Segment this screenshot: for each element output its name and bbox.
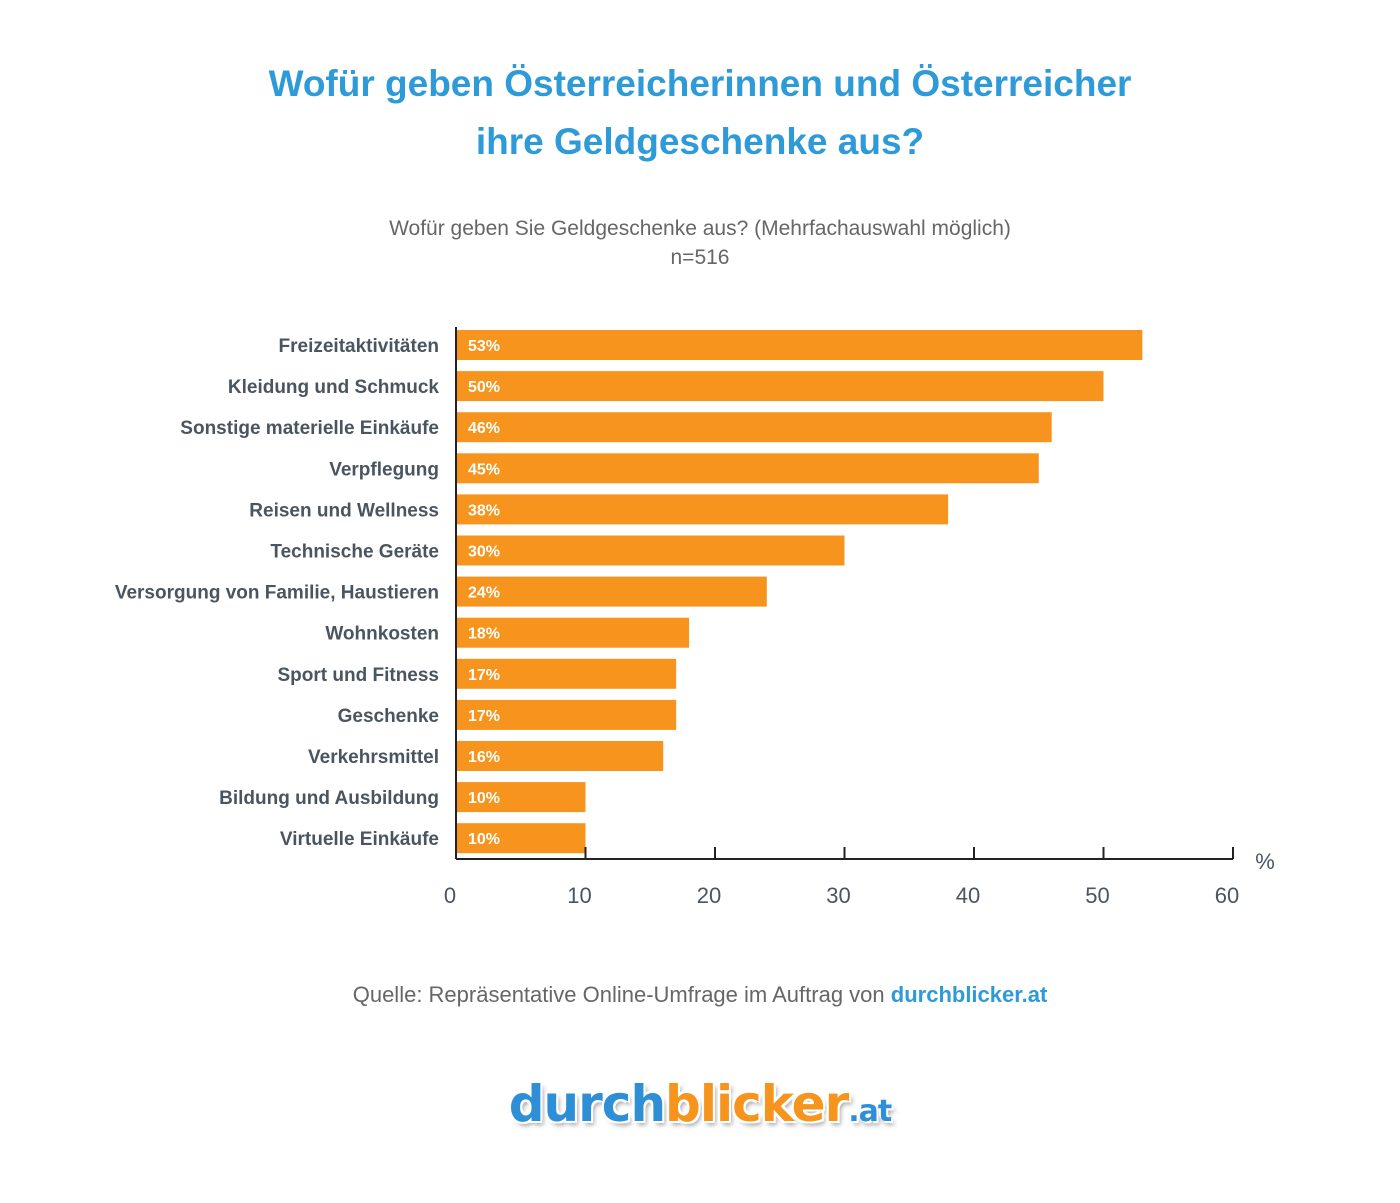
category-label: Freizeitaktivitäten bbox=[279, 336, 440, 357]
title-line-1: Wofür geben Österreicherinnen und Österr… bbox=[268, 63, 1132, 104]
bar bbox=[456, 617, 690, 648]
category-label: Reisen und Wellness bbox=[249, 500, 439, 521]
category-label: Sonstige materielle Einkäufe bbox=[180, 418, 439, 439]
x-tick-label: 30 bbox=[826, 883, 850, 908]
x-unit-label: % bbox=[1255, 849, 1275, 874]
bar-value-label: 45% bbox=[468, 461, 500, 478]
page-title: Wofür geben Österreicherinnen und Österr… bbox=[0, 55, 1400, 171]
logo-part-at: .at bbox=[848, 1094, 892, 1129]
x-tick-label: 0 bbox=[444, 883, 456, 908]
x-tick-label: 60 bbox=[1215, 883, 1239, 908]
bar-value-label: 46% bbox=[468, 420, 500, 437]
source-prefix: Quelle: Repräsentative Online-Umfrage im… bbox=[352, 982, 891, 1007]
category-label: Versorgung von Familie, Haustieren bbox=[115, 583, 439, 604]
category-label: Sport und Fitness bbox=[278, 665, 440, 686]
bar-value-label: 50% bbox=[468, 379, 500, 396]
chart-subtitle: Wofür geben Sie Geldgeschenke aus? (Mehr… bbox=[0, 214, 1400, 272]
bar-value-label: 53% bbox=[468, 338, 500, 355]
category-label: Technische Geräte bbox=[270, 542, 439, 563]
category-label: Wohnkosten bbox=[325, 624, 439, 645]
logo-part-durch: durch bbox=[508, 1075, 666, 1133]
title-line-2: ihre Geldgeschenke aus? bbox=[475, 121, 925, 162]
bar bbox=[456, 658, 677, 689]
survey-question: Wofür geben Sie Geldgeschenke aus? (Mehr… bbox=[389, 217, 1011, 240]
bar-value-label: 38% bbox=[468, 502, 500, 519]
bar bbox=[456, 330, 1143, 360]
durchblicker-logo: durchblicker.at bbox=[0, 1075, 1400, 1133]
x-tick-label: 10 bbox=[567, 883, 591, 908]
category-label: Geschenke bbox=[338, 706, 439, 727]
bar bbox=[456, 412, 1052, 443]
bar bbox=[456, 576, 767, 607]
source-note: Quelle: Repräsentative Online-Umfrage im… bbox=[0, 982, 1400, 1008]
sample-size: n=516 bbox=[670, 246, 730, 269]
bar bbox=[456, 494, 949, 525]
category-label: Kleidung und Schmuck bbox=[228, 377, 440, 398]
source-link[interactable]: durchblicker.at bbox=[890, 982, 1048, 1007]
bar bbox=[456, 371, 1104, 402]
bar-value-label: 10% bbox=[468, 790, 500, 807]
x-tick-label: 50 bbox=[1085, 883, 1109, 908]
bar bbox=[456, 741, 664, 771]
category-label: Virtuelle Einkäufe bbox=[280, 829, 439, 850]
category-label: Bildung und Ausbildung bbox=[219, 788, 439, 809]
bar-value-label: 24% bbox=[468, 585, 500, 602]
bar-value-label: 10% bbox=[468, 831, 500, 848]
bar-value-label: 30% bbox=[468, 544, 500, 561]
bar bbox=[456, 823, 586, 854]
bar-value-label: 17% bbox=[468, 667, 500, 684]
bar-value-label: 16% bbox=[468, 749, 500, 766]
x-tick-label: 20 bbox=[697, 883, 721, 908]
category-label: Verkehrsmittel bbox=[308, 747, 439, 768]
x-tick-label: 40 bbox=[956, 883, 980, 908]
category-label: Verpflegung bbox=[329, 459, 439, 480]
bar-value-label: 18% bbox=[468, 626, 500, 643]
bar bbox=[456, 699, 677, 730]
bar-value-label: 17% bbox=[468, 708, 500, 725]
bar-chart: Freizeitaktivitäten 53% Kleidung und Schmu… bbox=[115, 327, 1275, 908]
bar bbox=[456, 782, 586, 813]
bar bbox=[456, 453, 1039, 484]
logo-part-blicker: blicker bbox=[665, 1075, 849, 1133]
bar bbox=[456, 535, 845, 566]
